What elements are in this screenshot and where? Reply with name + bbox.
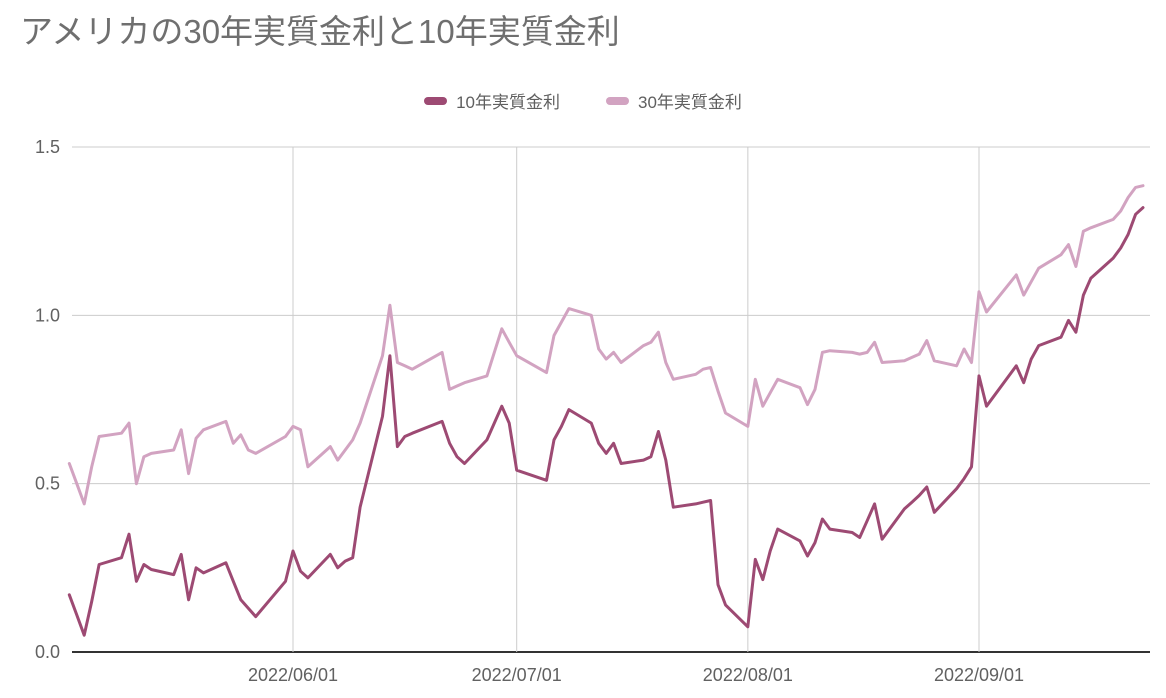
x-axis-tick-label: 2022/07/01 bbox=[472, 665, 562, 685]
series-line-10y bbox=[67, 206, 1145, 637]
legend-item-10y[interactable]: 10年実質金利 bbox=[424, 88, 560, 113]
legend-label-10y: 10年実質金利 bbox=[456, 93, 560, 112]
y-axis-tick-label: 0.5 bbox=[35, 474, 60, 494]
x-axis-tick-label: 2022/08/01 bbox=[703, 665, 793, 685]
y-axis-tick-label: 0.0 bbox=[35, 642, 60, 662]
legend-label-30y: 30年実質金利 bbox=[638, 93, 742, 112]
legend-item-30y[interactable]: 30年実質金利 bbox=[606, 88, 742, 113]
y-axis-tick-label: 1.5 bbox=[35, 137, 60, 157]
legend-swatch-30y-icon bbox=[606, 96, 629, 105]
chart-legend: 10年実質金利 30年実質金利 bbox=[0, 88, 1166, 113]
chart-title: アメリカの30年実質金利と10年実質金利 bbox=[20, 13, 620, 50]
y-axis-tick-label: 1.0 bbox=[35, 305, 60, 325]
legend-swatch-10y-icon bbox=[424, 96, 448, 105]
x-axis-tick-label: 2022/09/01 bbox=[934, 665, 1024, 685]
series-line-30y bbox=[67, 184, 1145, 506]
x-axis-tick-label: 2022/06/01 bbox=[248, 665, 338, 685]
